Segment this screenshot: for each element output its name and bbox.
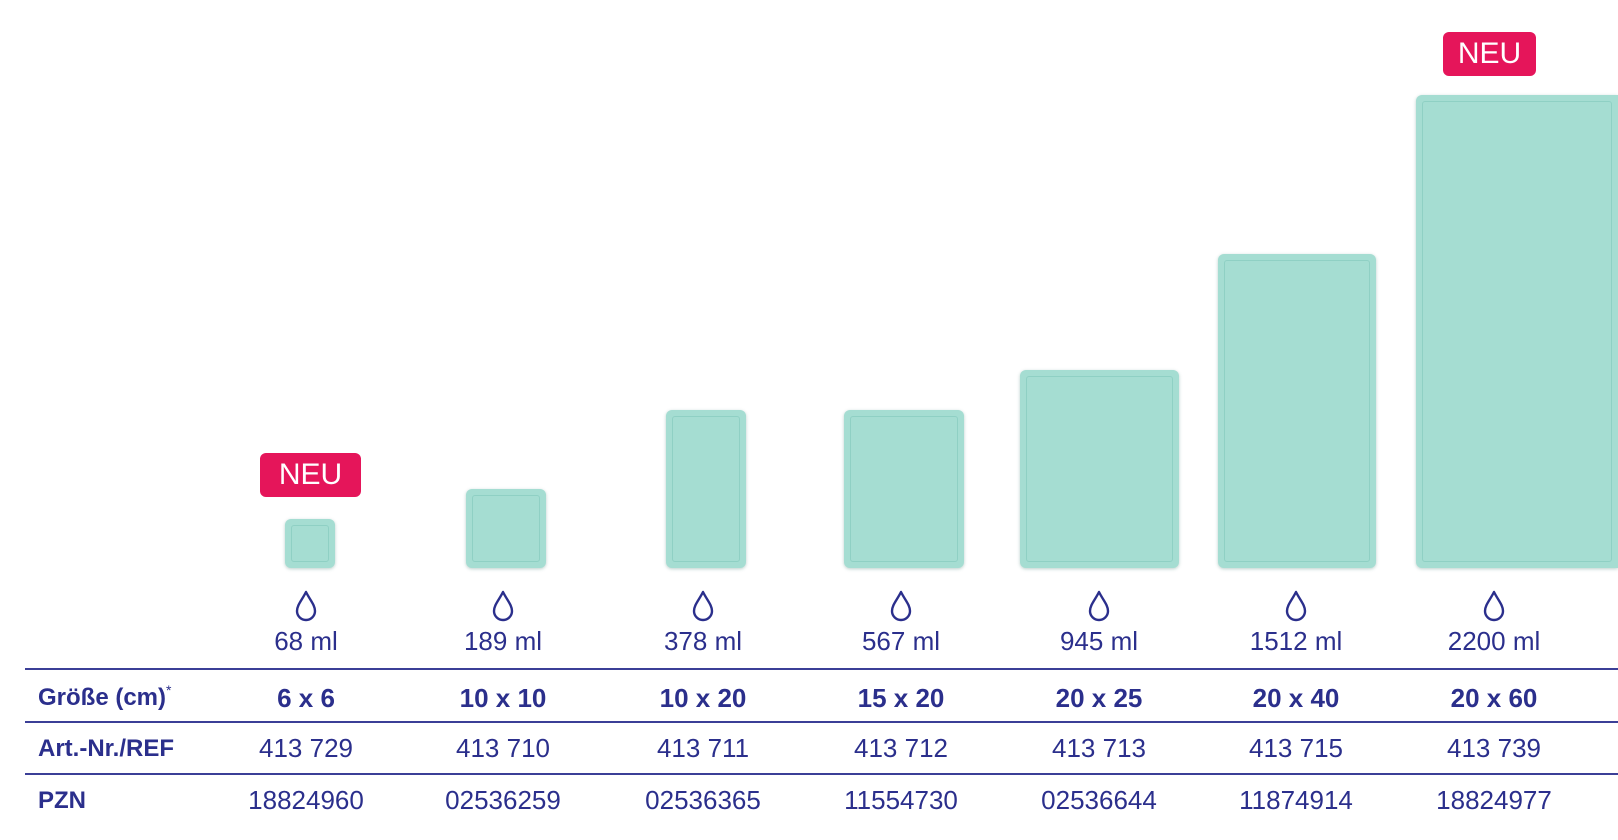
ref-value: 413 715 (1249, 733, 1343, 763)
product-image-20x60 (1416, 95, 1618, 568)
size-value: 10 x 20 (659, 683, 747, 713)
ref-value: 413 739 (1447, 733, 1541, 763)
new-badge: NEU (1443, 32, 1536, 76)
table-divider (25, 721, 1618, 723)
size-value: 6 x 6 (277, 683, 335, 713)
product-image-6x6 (285, 519, 335, 568)
drop-icon (1483, 590, 1505, 622)
ref-value: 413 710 (456, 733, 550, 763)
volume-value: 189 ml (463, 626, 543, 656)
new-badge: NEU (260, 453, 361, 497)
footnote-marker: * (166, 682, 172, 698)
size-value: 20 x 25 (1055, 683, 1143, 713)
volume-value: 945 ml (1059, 626, 1139, 656)
drop-icon (890, 590, 912, 622)
volume-value: 2200 ml (1447, 626, 1541, 656)
pzn-value: 02536365 (645, 785, 761, 815)
ref-value: 413 713 (1052, 733, 1146, 763)
drop-icon (295, 590, 317, 622)
product-image-20x25 (1020, 370, 1179, 568)
size-value: 10 x 10 (459, 683, 547, 713)
volume-value: 1512 ml (1249, 626, 1343, 656)
pzn-value: 11874914 (1239, 785, 1353, 815)
ref-value: 413 711 (656, 733, 750, 763)
volume-value: 567 ml (861, 626, 941, 656)
volume-value: 68 ml (274, 626, 338, 656)
drop-icon (492, 590, 514, 622)
table-divider (25, 773, 1618, 775)
pzn-value: 18824977 (1436, 785, 1552, 815)
drop-icon (1285, 590, 1307, 622)
pzn-value: 11554730 (844, 785, 958, 815)
row-label-ref: Art.-Nr./REF (38, 735, 175, 762)
product-image-10x10 (466, 489, 546, 568)
product-image-20x40 (1218, 254, 1376, 568)
drop-icon (692, 590, 714, 622)
row-label-size: Größe (cm)* (38, 682, 172, 711)
table-divider (25, 668, 1618, 670)
drop-icon (1088, 590, 1110, 622)
pzn-value: 02536259 (445, 785, 561, 815)
size-value: 15 x 20 (857, 683, 945, 713)
ref-value: 413 712 (854, 733, 948, 763)
product-image-15x20 (844, 410, 964, 568)
pzn-value: 18824960 (248, 785, 364, 815)
volume-value: 378 ml (663, 626, 743, 656)
ref-value: 413 729 (259, 733, 353, 763)
product-image-10x20 (666, 410, 746, 568)
pzn-value: 02536644 (1041, 785, 1157, 815)
row-label-pzn: PZN (38, 787, 86, 814)
size-value: 20 x 40 (1252, 683, 1340, 713)
size-value: 20 x 60 (1450, 683, 1538, 713)
